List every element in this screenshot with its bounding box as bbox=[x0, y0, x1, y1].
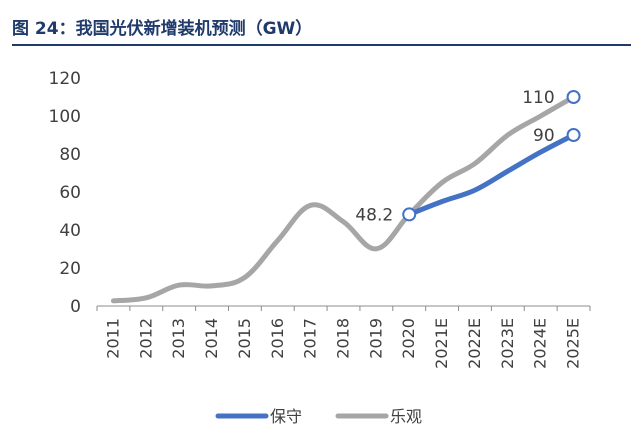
x-tick-label: 2016 bbox=[268, 318, 287, 359]
y-tick-label: 0 bbox=[70, 297, 81, 317]
x-tick-label: 2011 bbox=[103, 318, 122, 359]
marker-conservative-2025e bbox=[566, 128, 581, 142]
x-tick-label: 2012 bbox=[136, 318, 155, 359]
x-tick-label: 2014 bbox=[202, 318, 221, 359]
x-tick-label: 2015 bbox=[235, 318, 254, 359]
x-tick-label: 2023E bbox=[498, 318, 517, 369]
y-axis: 0 20 40 60 80 100 120 bbox=[49, 69, 81, 317]
marker-2020 bbox=[402, 207, 417, 222]
x-tick-label: 2025E bbox=[564, 318, 583, 369]
y-tick-label: 120 bbox=[49, 69, 81, 89]
x-tick-label: 2020 bbox=[399, 318, 418, 359]
legend-label-conservative: 保守 bbox=[270, 407, 302, 426]
title-divider bbox=[12, 44, 631, 46]
series-line-optimistic bbox=[110, 94, 577, 304]
data-label: 48.2 bbox=[355, 205, 393, 225]
x-tick-label: 2021E bbox=[432, 318, 451, 369]
y-tick-label: 80 bbox=[59, 145, 81, 165]
series-layer bbox=[110, 90, 581, 304]
x-axis: 2011 2012 2013 2014 2015 2016 2017 2018 2019 2020… bbox=[96, 305, 591, 369]
y-tick-label: 100 bbox=[49, 107, 81, 127]
marker-optimistic-2025e bbox=[566, 90, 581, 104]
legend: 保守 乐观 bbox=[215, 407, 422, 426]
y-tick-label: 20 bbox=[59, 259, 81, 279]
data-label: 110 bbox=[522, 88, 554, 108]
data-label: 90 bbox=[533, 126, 555, 146]
x-tick-label: 2013 bbox=[169, 318, 188, 359]
series-line-conservative bbox=[406, 132, 577, 217]
x-tick-label: 2022E bbox=[465, 318, 484, 369]
legend-label-optimistic: 乐观 bbox=[390, 407, 422, 426]
x-tick-label: 2019 bbox=[366, 318, 385, 359]
data-labels: 48.2 90 110 bbox=[355, 88, 554, 225]
x-tick-label: 2018 bbox=[334, 318, 353, 359]
y-tick-label: 60 bbox=[59, 183, 81, 203]
chart-title: 图 24：我国光伏新增装机预测（GW） bbox=[12, 19, 313, 39]
y-tick-label: 40 bbox=[59, 221, 81, 241]
x-tick-label: 2017 bbox=[301, 318, 320, 359]
x-tick-label: 2024E bbox=[531, 318, 550, 369]
